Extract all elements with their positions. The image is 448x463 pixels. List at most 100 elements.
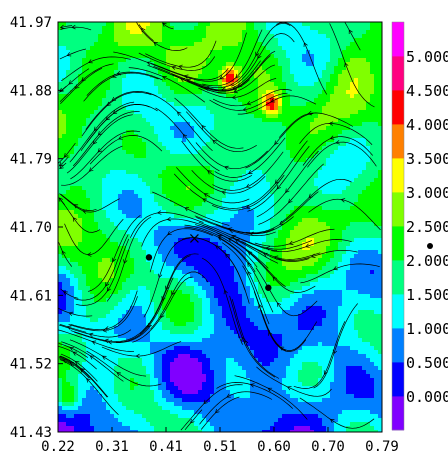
heatmap-cell xyxy=(358,182,363,187)
heatmap-cell xyxy=(134,74,139,79)
heatmap-cell xyxy=(66,74,71,79)
heatmap-cell xyxy=(378,142,382,147)
heatmap-cell xyxy=(74,230,79,235)
heatmap-cell xyxy=(330,86,335,91)
heatmap-cell xyxy=(186,102,191,107)
heatmap-cell xyxy=(166,22,171,27)
heatmap-cell xyxy=(378,46,382,51)
heatmap-cell xyxy=(206,206,211,211)
heatmap-cell xyxy=(238,150,243,155)
heatmap-cell xyxy=(250,34,255,39)
heatmap-cell xyxy=(142,206,147,211)
heatmap-cell xyxy=(262,206,267,211)
heatmap-cell xyxy=(74,118,79,123)
heatmap-cell xyxy=(222,130,227,135)
heatmap-cell xyxy=(106,158,111,163)
heatmap-cell xyxy=(262,234,267,239)
heatmap-cell xyxy=(174,238,179,243)
heatmap-cell xyxy=(354,166,359,171)
heatmap-cell xyxy=(182,246,187,251)
heatmap-cell xyxy=(326,234,331,239)
heatmap-cell xyxy=(170,190,175,195)
heatmap-cell xyxy=(90,222,95,227)
heatmap-cell xyxy=(138,54,143,59)
heatmap-cell xyxy=(318,114,323,119)
heatmap-cell xyxy=(102,246,107,251)
heatmap-cell xyxy=(154,138,159,143)
heatmap-cell xyxy=(114,110,119,115)
heatmap-cell xyxy=(178,150,183,155)
heatmap-cell xyxy=(226,50,231,55)
heatmap-cell xyxy=(346,58,351,63)
heatmap-cell xyxy=(334,242,339,247)
heatmap-cell xyxy=(150,158,155,163)
heatmap-cell xyxy=(314,54,319,59)
heatmap-cell xyxy=(210,110,215,115)
heatmap-cell xyxy=(374,126,379,131)
heatmap-cell xyxy=(374,62,379,67)
heatmap-cell xyxy=(378,242,382,247)
heatmap-cell xyxy=(346,186,351,191)
heatmap-cell xyxy=(126,78,131,83)
heatmap-cell xyxy=(58,174,63,179)
heatmap-cell xyxy=(226,98,231,103)
heatmap-cell xyxy=(226,146,231,151)
heatmap-cell xyxy=(234,222,239,227)
heatmap-cell xyxy=(258,222,263,227)
heatmap-cell xyxy=(294,134,299,139)
heatmap-cell xyxy=(246,210,251,215)
heatmap-cell xyxy=(170,38,175,43)
heatmap-cell xyxy=(134,170,139,175)
heatmap-cell xyxy=(202,62,207,67)
heatmap-cell xyxy=(374,262,379,267)
heatmap-cell xyxy=(130,226,135,231)
heatmap-cell xyxy=(90,62,95,67)
heatmap-cell xyxy=(246,130,251,135)
heatmap-cell xyxy=(374,110,379,115)
heatmap-cell xyxy=(246,242,251,247)
heatmap-cell xyxy=(354,194,359,199)
heatmap-cell xyxy=(122,50,127,55)
heatmap-cell xyxy=(290,170,295,175)
heatmap-cell xyxy=(66,122,71,127)
heatmap-cell xyxy=(74,214,79,219)
heatmap-cell xyxy=(162,250,167,255)
heatmap-cell xyxy=(94,142,99,147)
heatmap-cell xyxy=(258,58,263,63)
heatmap-cell xyxy=(342,262,347,267)
heatmap-cell xyxy=(266,130,271,135)
heatmap-cell xyxy=(102,98,107,103)
heatmap-cell xyxy=(266,30,271,35)
heatmap-cell xyxy=(366,182,371,187)
heatmap-cell xyxy=(270,218,275,223)
heatmap-cell xyxy=(318,262,323,267)
heatmap-cell xyxy=(190,254,195,259)
heatmap-cell xyxy=(234,142,239,147)
heatmap-cell xyxy=(370,138,375,143)
heatmap-cell xyxy=(182,118,187,123)
heatmap-cell xyxy=(210,190,215,195)
heatmap-cell xyxy=(142,114,147,119)
heatmap-cell xyxy=(186,62,191,67)
heatmap-cell xyxy=(222,30,227,35)
heatmap-cell xyxy=(286,134,291,139)
heatmap-cell xyxy=(134,154,139,159)
heatmap-cell xyxy=(282,74,287,79)
heatmap-cell xyxy=(294,230,299,235)
heatmap-cell xyxy=(102,46,107,51)
heatmap-cell xyxy=(350,154,355,159)
heatmap-cell xyxy=(366,106,371,111)
heatmap-cell xyxy=(370,78,375,83)
heatmap-cell xyxy=(322,30,327,35)
heatmap-cell xyxy=(218,194,223,199)
heatmap-cell xyxy=(306,114,311,119)
heatmap-cell xyxy=(350,62,355,67)
heatmap-cell xyxy=(186,258,191,263)
heatmap-cell xyxy=(190,170,195,175)
heatmap-cell xyxy=(222,118,227,123)
heatmap-cell xyxy=(86,154,91,159)
heatmap-cell xyxy=(118,210,123,215)
heatmap-cell xyxy=(350,254,355,259)
heatmap-cell xyxy=(270,190,275,195)
heatmap-cell xyxy=(178,78,183,83)
